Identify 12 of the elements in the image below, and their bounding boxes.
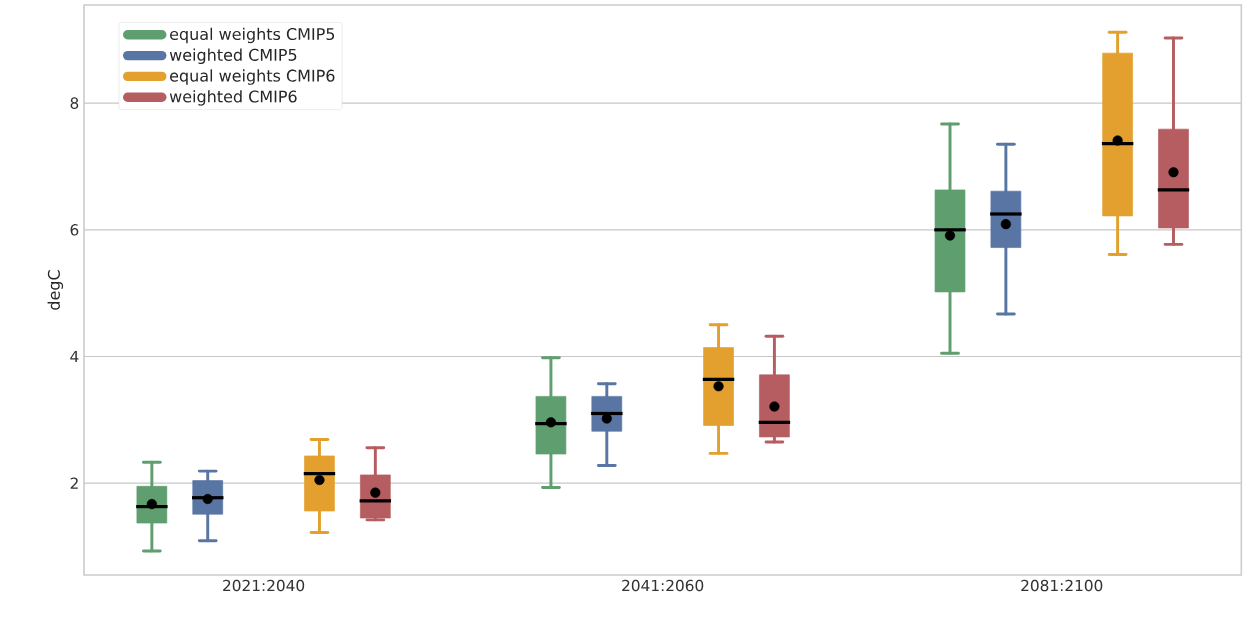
y-axis-title: degC [47, 270, 64, 310]
x-tick-label: 2021:2040 [223, 579, 305, 592]
x-tick-label: 2081:2100 [1021, 579, 1103, 592]
y-tick-label: 6 [70, 224, 79, 236]
x-tick-label: 2041:2060 [622, 579, 704, 592]
legend-label: weighted CMIP5 [169, 48, 297, 64]
legend-label: weighted CMIP6 [169, 90, 297, 106]
legend-label: equal weights CMIP6 [170, 69, 335, 85]
y-tick-label: 4 [70, 350, 79, 363]
legend-label: equal weights CMIP5 [170, 27, 335, 44]
y-tick-label: 2 [70, 477, 78, 489]
y-tick-label: 8 [70, 97, 79, 109]
